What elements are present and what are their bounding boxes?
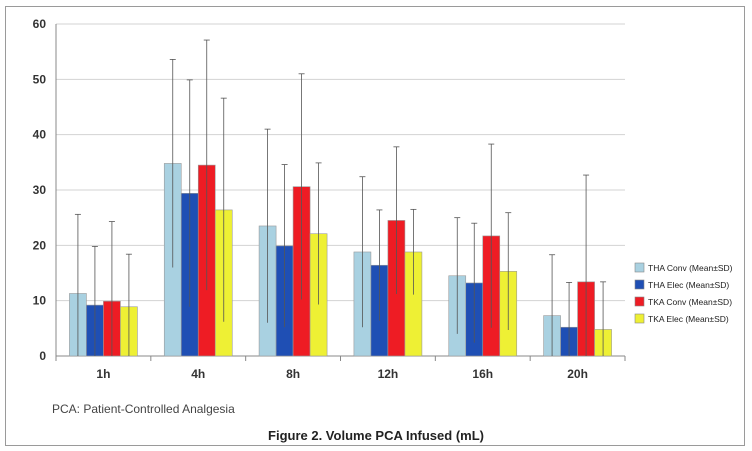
x-tick-label: 4h (191, 367, 205, 381)
legend-swatch (634, 279, 645, 290)
legend-box (631, 259, 743, 335)
y-tick-label: 0 (39, 349, 46, 363)
legend-swatch (634, 296, 645, 307)
x-tick-label: 12h (378, 367, 399, 381)
y-tick-label: 30 (33, 183, 47, 197)
legend-label: TKA Elec (Mean±SD) (648, 314, 729, 324)
legend-swatch (634, 262, 645, 273)
legend-swatch (634, 313, 645, 324)
legend-label: TKA Conv (Mean±SD) (648, 297, 732, 307)
y-tick-label: 40 (33, 128, 47, 142)
y-tick-label: 10 (33, 294, 47, 308)
figure-caption: Figure 2. Volume PCA Infused (mL) (268, 428, 484, 443)
x-tick-label: 8h (286, 367, 300, 381)
chart-frame (5, 6, 745, 446)
y-tick-label: 60 (33, 17, 47, 31)
legend-label: THA Elec (Mean±SD) (648, 280, 729, 290)
y-tick-label: 20 (33, 238, 47, 252)
legend-label: THA Conv (Mean±SD) (648, 263, 733, 273)
x-tick-label: 20h (567, 367, 588, 381)
x-tick-label: 16h (472, 367, 493, 381)
x-tick-label: 1h (96, 367, 110, 381)
y-tick-label: 50 (33, 72, 47, 86)
footnote: PCA: Patient-Controlled Analgesia (52, 402, 235, 416)
